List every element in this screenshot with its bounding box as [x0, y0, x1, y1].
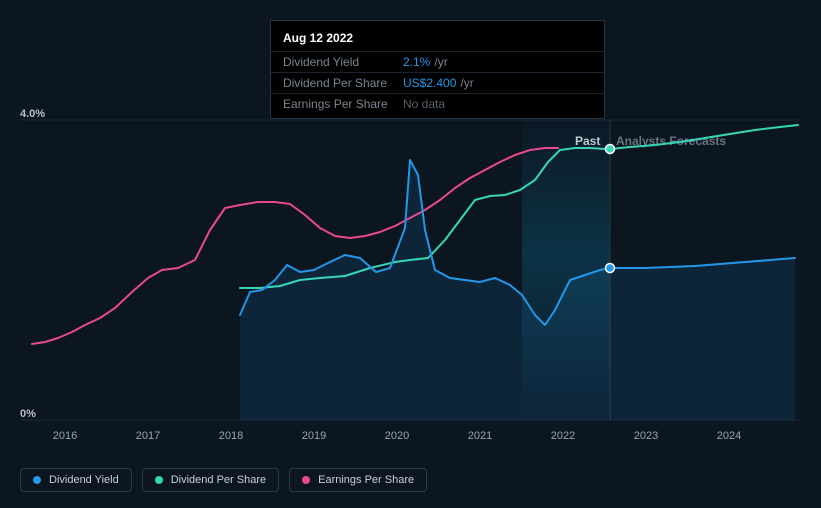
- tooltip-row-value: US$2.400: [403, 76, 456, 90]
- x-axis-tick-label: 2019: [302, 430, 326, 442]
- chart-plot-area: [0, 100, 821, 460]
- legend-item-label: Dividend Yield: [49, 474, 119, 486]
- x-axis-tick-label: 2024: [717, 430, 741, 442]
- tooltip-date: Aug 12 2022: [271, 29, 604, 51]
- legend-item[interactable]: Dividend Yield: [20, 468, 132, 492]
- legend-dot-icon: [33, 476, 41, 484]
- tooltip-row-label: Dividend Yield: [283, 55, 403, 69]
- tooltip-row: Dividend Yield2.1% /yr: [271, 51, 604, 72]
- tooltip-row-unit: /yr: [434, 55, 447, 69]
- x-axis-tick-label: 2023: [634, 430, 658, 442]
- tooltip-row-value: 2.1%: [403, 55, 430, 69]
- x-axis-tick-label: 2020: [385, 430, 409, 442]
- x-axis-tick-label: 2017: [136, 430, 160, 442]
- x-axis-tick-label: 2018: [219, 430, 243, 442]
- tooltip-row-nodata: No data: [403, 97, 445, 111]
- x-axis-tick-label: 2016: [53, 430, 77, 442]
- legend-item[interactable]: Dividend Per Share: [142, 468, 279, 492]
- legend-item-label: Earnings Per Share: [318, 474, 414, 486]
- chart-tooltip: Aug 12 2022 Dividend Yield2.1% /yrDivide…: [270, 20, 605, 119]
- x-axis-tick-label: 2021: [468, 430, 492, 442]
- tooltip-row-label: Earnings Per Share: [283, 97, 403, 111]
- legend-dot-icon: [155, 476, 163, 484]
- legend-dot-icon: [302, 476, 310, 484]
- chart-legend: Dividend Yield Dividend Per Share Earnings…: [20, 468, 427, 492]
- tooltip-row: Dividend Per ShareUS$2.400 /yr: [271, 72, 604, 93]
- tooltip-row-label: Dividend Per Share: [283, 76, 403, 90]
- legend-item[interactable]: Earnings Per Share: [289, 468, 427, 492]
- tooltip-row-unit: /yr: [460, 76, 473, 90]
- tooltip-row: Earnings Per ShareNo data: [271, 93, 604, 114]
- x-axis-tick-label: 2022: [551, 430, 575, 442]
- dividend-chart: 4.0% 0% Past Analysts Forecasts 20162017…: [0, 100, 821, 460]
- legend-item-label: Dividend Per Share: [171, 474, 266, 486]
